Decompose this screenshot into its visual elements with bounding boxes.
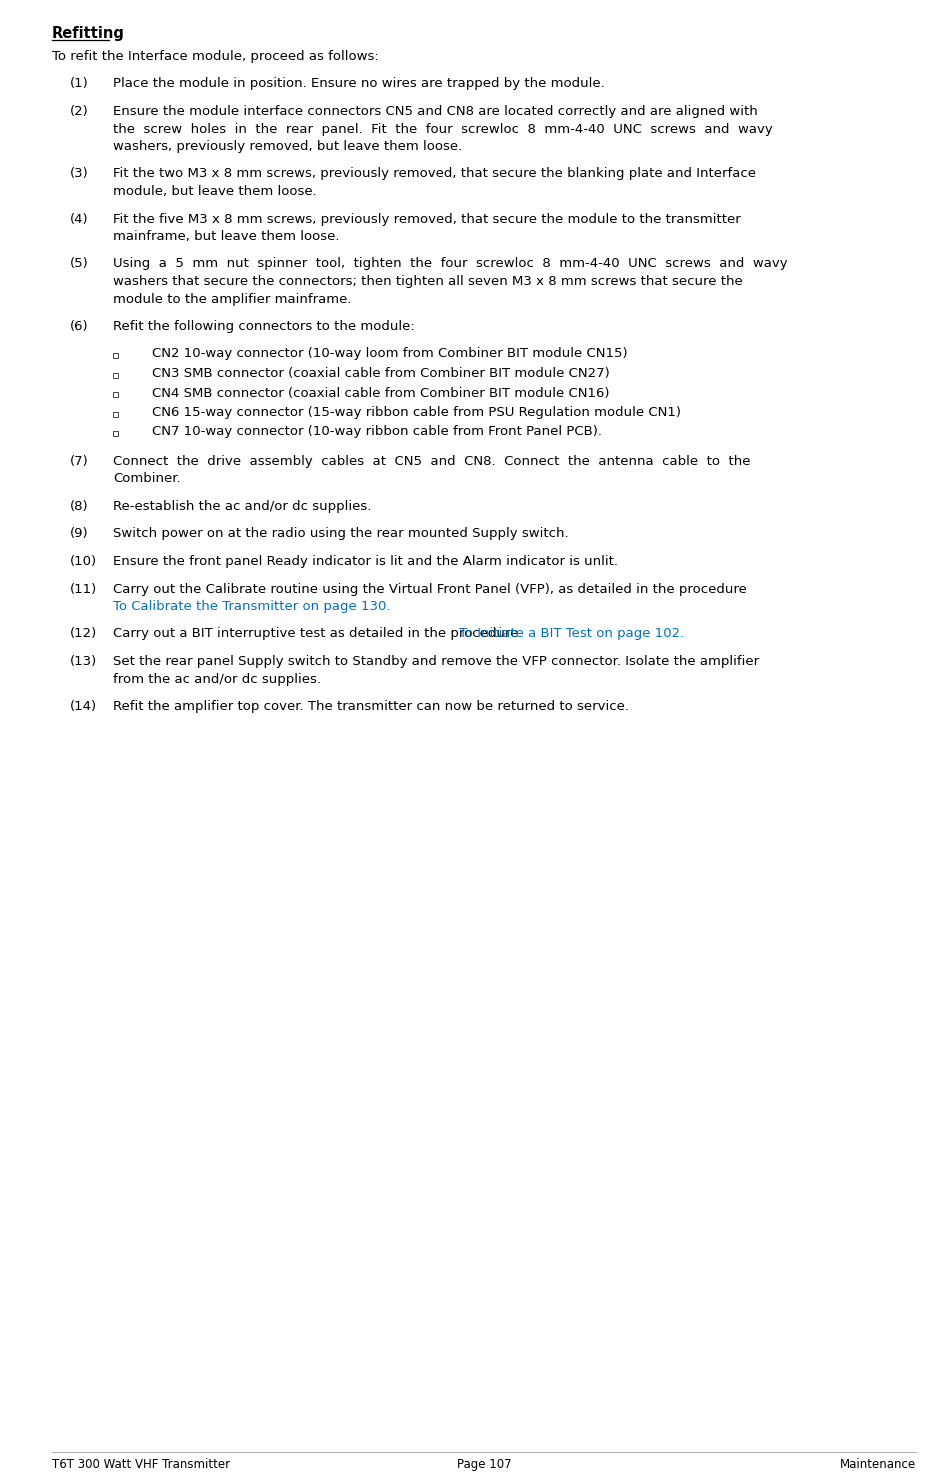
- Text: (7): (7): [70, 456, 89, 467]
- Text: washers that secure the connectors; then tighten all seven M3 x 8 mm screws that: washers that secure the connectors; then…: [113, 275, 742, 288]
- Text: CN7 10-way connector (10-way ribbon cable from Front Panel PCB).: CN7 10-way connector (10-way ribbon cabl…: [152, 426, 602, 438]
- Text: (13): (13): [70, 654, 98, 668]
- Text: Ensure the module interface connectors CN5 and CN8 are located correctly and are: Ensure the module interface connectors C…: [113, 105, 757, 119]
- Text: Switch power on at the radio using the rear mounted Supply switch.: Switch power on at the radio using the r…: [113, 527, 569, 540]
- Text: (4): (4): [70, 212, 88, 226]
- Bar: [113, 392, 118, 398]
- Text: CN3 SMB connector (coaxial cable from Combiner BIT module CN27): CN3 SMB connector (coaxial cable from Co…: [152, 367, 610, 380]
- Bar: [113, 353, 118, 358]
- Text: T6T 300 Watt VHF Transmitter: T6T 300 Watt VHF Transmitter: [52, 1457, 230, 1471]
- Text: CN4 SMB connector (coaxial cable from Combiner BIT module CN16): CN4 SMB connector (coaxial cable from Co…: [152, 386, 610, 399]
- Text: Combiner.: Combiner.: [113, 472, 181, 485]
- Text: Maintenance: Maintenance: [840, 1457, 916, 1471]
- Text: (9): (9): [70, 527, 88, 540]
- Text: the  screw  holes  in  the  rear  panel.  Fit  the  four  screwloc  8  mm-4-40  : the screw holes in the rear panel. Fit t…: [113, 123, 773, 135]
- Text: Connect  the  drive  assembly  cables  at  CN5  and  CN8.  Connect  the  antenna: Connect the drive assembly cables at CN5…: [113, 456, 751, 467]
- Text: (6): (6): [70, 321, 88, 332]
- Text: Refitting: Refitting: [52, 27, 125, 42]
- Text: Carry out a BIT interruptive test as detailed in the procedure: Carry out a BIT interruptive test as det…: [113, 628, 522, 641]
- Text: from the ac and/or dc supplies.: from the ac and/or dc supplies.: [113, 672, 321, 686]
- Text: Page 107: Page 107: [457, 1457, 511, 1471]
- Text: (14): (14): [70, 700, 97, 712]
- Text: Fit the two M3 x 8 mm screws, previously removed, that secure the blanking plate: Fit the two M3 x 8 mm screws, previously…: [113, 168, 756, 181]
- Text: Re-establish the ac and/or dc supplies.: Re-establish the ac and/or dc supplies.: [113, 500, 372, 513]
- Text: To Initiate a BIT Test on page 102.: To Initiate a BIT Test on page 102.: [459, 628, 684, 641]
- Text: (2): (2): [70, 105, 89, 119]
- Text: To refit the Interface module, proceed as follows:: To refit the Interface module, proceed a…: [52, 50, 379, 62]
- Text: Set the rear panel Supply switch to Standby and remove the VFP connector. Isolat: Set the rear panel Supply switch to Stan…: [113, 654, 759, 668]
- Bar: [113, 372, 118, 377]
- Text: CN2 10-way connector (10-way loom from Combiner BIT module CN15): CN2 10-way connector (10-way loom from C…: [152, 347, 628, 361]
- Text: module to the amplifier mainframe.: module to the amplifier mainframe.: [113, 292, 352, 306]
- Text: Refit the amplifier top cover. The transmitter can now be returned to service.: Refit the amplifier top cover. The trans…: [113, 700, 629, 712]
- Text: (11): (11): [70, 583, 98, 595]
- Text: To Calibrate the Transmitter on page 130.: To Calibrate the Transmitter on page 130…: [113, 600, 391, 613]
- Text: CN6 15-way connector (15-way ribbon cable from PSU Regulation module CN1): CN6 15-way connector (15-way ribbon cabl…: [152, 407, 681, 418]
- Text: Using  a  5  mm  nut  spinner  tool,  tighten  the  four  screwloc  8  mm-4-40  : Using a 5 mm nut spinner tool, tighten t…: [113, 258, 788, 270]
- Text: mainframe, but leave them loose.: mainframe, but leave them loose.: [113, 230, 339, 243]
- Text: (12): (12): [70, 628, 98, 641]
- Text: (10): (10): [70, 555, 97, 568]
- Bar: [113, 430, 118, 436]
- Text: Place the module in position. Ensure no wires are trapped by the module.: Place the module in position. Ensure no …: [113, 77, 605, 91]
- Text: (5): (5): [70, 258, 89, 270]
- Text: Carry out the Calibrate routine using the Virtual Front Panel (VFP), as detailed: Carry out the Calibrate routine using th…: [113, 583, 747, 595]
- Text: Fit the five M3 x 8 mm screws, previously removed, that secure the module to the: Fit the five M3 x 8 mm screws, previousl…: [113, 212, 740, 226]
- Text: washers, previously removed, but leave them loose.: washers, previously removed, but leave t…: [113, 139, 463, 153]
- Bar: [113, 411, 118, 417]
- Text: Ensure the front panel Ready indicator is lit and the Alarm indicator is unlit.: Ensure the front panel Ready indicator i…: [113, 555, 618, 568]
- Text: (1): (1): [70, 77, 89, 91]
- Text: module, but leave them loose.: module, but leave them loose.: [113, 186, 317, 197]
- Text: (8): (8): [70, 500, 88, 513]
- Text: (3): (3): [70, 168, 89, 181]
- Text: Refit the following connectors to the module:: Refit the following connectors to the mo…: [113, 321, 414, 332]
